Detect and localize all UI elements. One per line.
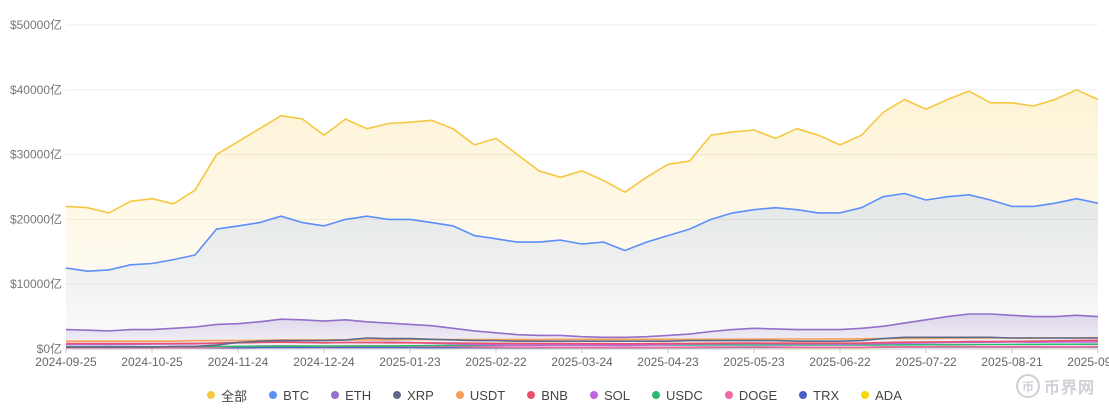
y-tick-label: $0亿 (37, 341, 62, 356)
x-tick-label: 2025-01-23 (379, 355, 441, 369)
x-tick-label: 2025-06-22 (809, 355, 871, 369)
legend-label: 全部 (221, 388, 248, 404)
series-line-xrp[interactable] (66, 336, 1098, 348)
legend-dot-icon (455, 391, 464, 399)
legend-item-eth[interactable]: ETH (331, 388, 371, 403)
legend-label: DOGE (738, 387, 778, 403)
legend-label: TRX (813, 387, 840, 403)
x-tick-label: 2025-04-23 (637, 355, 699, 369)
y-tick-label: $20000亿 (10, 211, 62, 226)
legend-label: ETH (345, 387, 372, 403)
y-tick-label: $10000亿 (10, 276, 62, 291)
legend-dot-icon (331, 391, 340, 399)
legend-dot-icon (652, 391, 660, 399)
x-tick-label: 2025-02-22 (465, 355, 527, 369)
x-tick-label: 2024-10-25 (121, 355, 183, 369)
series-area-btc (66, 193, 1098, 349)
x-axis: 2024-09-25 2024-10-25 2024-11-24 2024-12-24… (35, 348, 1109, 369)
legend-label: XRP (407, 387, 434, 403)
legend-item-usdc[interactable]: USDC (652, 388, 703, 403)
legend-dot-icon (799, 391, 808, 399)
legend-dot-icon (724, 391, 733, 399)
series-line-btc[interactable] (65, 192, 1099, 272)
legend-item-ada[interactable]: ADA (861, 388, 902, 403)
y-tick-label: $50000亿 (10, 17, 62, 32)
series-areas (66, 89, 1098, 350)
legend-dot-icon (589, 391, 598, 399)
legend-dot-icon (393, 391, 402, 399)
watermark-logo: 币 (1015, 374, 1040, 398)
legend-dot-icon (861, 391, 870, 399)
x-tick-label: 2025-05-23 (723, 355, 785, 369)
legend-label: BNB (541, 387, 568, 403)
market-cap-chart: $0亿 $10000亿 $20000亿 $30000亿 $40000亿 $50000亿 2… (10, 17, 1109, 369)
legend-item-xrp[interactable]: XRP (393, 388, 434, 403)
legend-item-trx[interactable]: TRX (799, 388, 839, 403)
legend-item-usdt[interactable]: USDT (455, 387, 506, 403)
legend-item-doge[interactable]: DOGE (724, 387, 778, 403)
legend-item-bnb[interactable]: BNB (527, 388, 568, 403)
y-tick-label: $40000亿 (10, 82, 62, 97)
x-tick-label: 2024-11-24 (208, 355, 269, 369)
x-tick-label: 2025-08-21 (981, 355, 1043, 369)
legend-label: ADA (875, 387, 902, 403)
x-tick-label: 2024-09-25 (35, 355, 97, 369)
x-tick-label: 2025-09-20 (1067, 355, 1109, 369)
legend-label: SOL (603, 387, 630, 403)
legend-dot-icon (207, 391, 216, 399)
legend-item-btc[interactable]: BTC (269, 388, 309, 403)
watermark: 币 币界网 (1015, 374, 1095, 398)
legend-label: BTC (283, 387, 310, 403)
legend-label: USDC (666, 387, 703, 403)
legend-item-sol[interactable]: SOL (589, 387, 630, 403)
watermark-text: 币界网 (1043, 380, 1095, 397)
series-line-usdt[interactable] (66, 336, 1099, 342)
x-tick-label: 2025-03-24 (551, 355, 613, 369)
legend-item-all[interactable]: 全部 (207, 386, 247, 405)
series-lines (65, 89, 1099, 349)
legend-dot-icon (527, 391, 536, 399)
x-tick-label: 2025-07-22 (895, 355, 957, 369)
legend-dot-icon (269, 391, 278, 399)
x-tick-label: 2024-12-24 (293, 355, 355, 369)
y-tick-label: $30000亿 (10, 147, 62, 162)
series-line-eth[interactable] (65, 313, 1099, 339)
series-line-all[interactable] (65, 89, 1099, 214)
chart-legend: 全部 BTC ETH XRP USDT BNB SOL USDC DOGE TRX ADA (0, 384, 1109, 406)
legend-label: USDT (469, 387, 506, 403)
y-axis: $0亿 $10000亿 $20000亿 $30000亿 $40000亿 $50000亿 (10, 17, 62, 356)
